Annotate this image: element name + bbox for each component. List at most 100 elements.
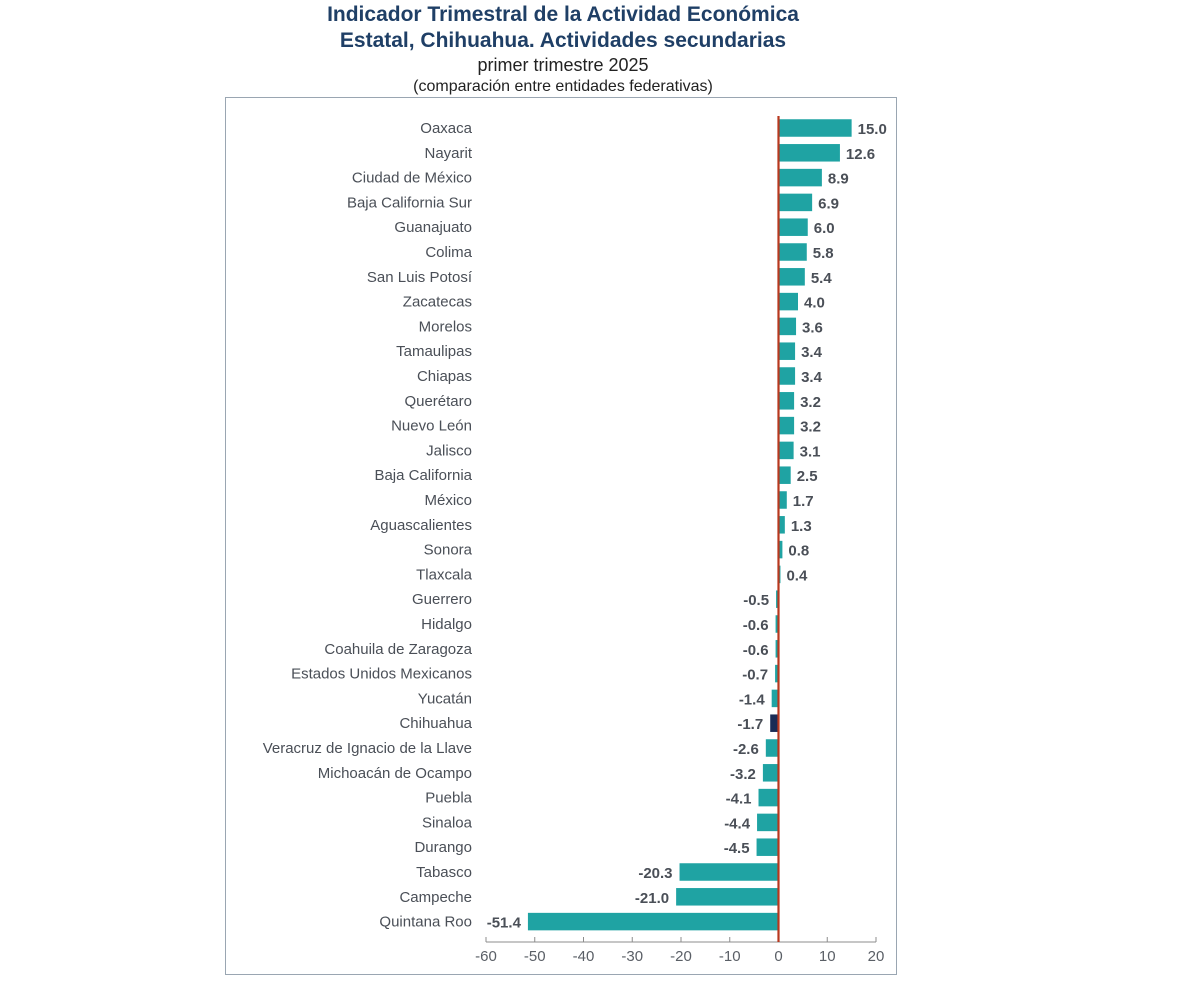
bar [778,218,808,236]
category-label: Colima [425,244,472,261]
value-label: 3.4 [801,369,823,386]
category-label: Morelos [419,318,472,335]
category-label: Chiapas [417,368,472,385]
bar [778,144,840,162]
value-label: -1.7 [737,716,763,733]
x-tick-label: -40 [573,948,595,965]
bar [778,441,794,460]
value-label: -0.7 [742,667,768,684]
bar [776,590,779,608]
bar [778,392,795,410]
bar [757,813,779,832]
value-label: 6.9 [818,195,839,212]
value-label: 3.4 [801,344,823,361]
value-label: 0.8 [788,543,809,560]
bar [762,764,779,782]
value-label: -2.6 [733,741,759,758]
category-label: Coahuila de Zaragoza [324,641,472,658]
category-label: Tlaxcala [416,566,473,583]
value-label: 2.5 [797,468,818,485]
category-label: San Luis Potosí [367,269,473,286]
bar [527,912,779,931]
category-label: Michoacán de Ocampo [318,765,472,782]
bar [771,689,779,708]
value-label: -1.4 [739,691,766,708]
x-tick-label: 10 [819,948,836,965]
plot-frame [225,97,897,975]
category-label: Hidalgo [421,616,472,633]
chart-subtitle: primer trimestre 2025 [477,55,649,75]
x-tick-label: 20 [868,948,885,965]
bar [778,342,796,360]
value-label: -4.1 [726,791,752,808]
category-label: Baja California Sur [347,194,472,211]
category-label: Aguascalientes [370,517,472,534]
value-label: 12.6 [846,146,875,163]
x-tick-label: -30 [621,948,643,965]
category-label: Tamaulipas [396,343,472,360]
value-label: -0.6 [743,642,769,659]
category-label: Estados Unidos Mexicanos [291,666,472,683]
category-label: Sonora [424,542,473,559]
bar [770,714,779,732]
category-label: México [424,492,472,509]
category-label: Zacatecas [403,294,472,311]
bar [778,416,795,435]
category-label: Puebla [425,790,472,807]
value-label: 0.4 [786,567,808,584]
bar [778,168,822,187]
bar [778,367,796,385]
value-label: 1.7 [793,493,814,510]
x-tick-label: -10 [719,948,741,965]
bar [679,863,779,881]
bar [765,739,779,757]
category-label: Guerrero [412,591,472,608]
value-label: -20.3 [638,865,672,882]
value-label: -51.4 [487,915,522,932]
value-label: 15.0 [858,121,887,138]
category-label: Oaxaca [420,120,472,137]
bar [778,268,805,286]
value-label: 3.2 [800,394,821,411]
value-label: -0.6 [743,617,769,634]
category-label: Tabasco [416,864,472,881]
category-label: Nuevo León [391,418,472,435]
bar [778,540,783,559]
bar [778,516,785,534]
x-tick-label: -60 [475,948,497,965]
value-label: 5.8 [813,245,834,262]
x-tick-label: -20 [670,948,692,965]
value-label: 3.6 [802,319,823,336]
bar [775,615,779,633]
category-label: Querétaro [404,393,472,410]
bar [778,466,791,484]
value-label: -4.4 [724,815,751,832]
value-label: -0.5 [743,592,769,609]
category-label: Campeche [399,889,472,906]
bar [778,491,787,509]
category-label: Ciudad de México [352,170,472,187]
chart-subtitle-note: (comparación entre entidades federativas… [413,78,713,95]
category-label: Baja California [374,467,472,484]
category-label: Guanajuato [394,219,472,236]
bar [778,317,797,336]
chart-title-line-2: Estatal, Chihuahua. Actividades secundar… [339,29,787,52]
category-label: Nayarit [424,145,472,162]
bar [778,119,852,137]
bar [775,640,779,658]
chart-title-line-1: Indicador Trimestral de la Actividad Eco… [327,3,799,26]
category-label: Chihuahua [399,715,472,732]
value-label: -21.0 [635,890,669,907]
category-label: Sinaloa [422,814,473,831]
bar [758,788,779,807]
bar [778,193,813,212]
bar [775,664,779,683]
value-label: 8.9 [828,171,849,188]
category-label: Durango [414,839,472,856]
bar [778,292,798,311]
value-label: -4.5 [724,840,750,857]
category-label: Yucatán [418,690,472,707]
value-label: -3.2 [730,766,756,783]
x-tick-label: 0 [774,948,782,965]
